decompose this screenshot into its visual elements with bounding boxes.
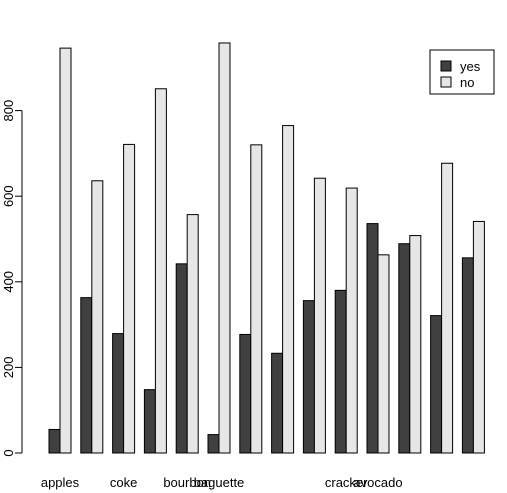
bar-no-7 [282, 125, 295, 454]
legend-swatch-no [440, 76, 452, 88]
bar-no-3 [154, 88, 167, 454]
bars-group [48, 42, 485, 454]
y-tick-label: 800 [1, 100, 16, 122]
bar-yes-11 [398, 243, 411, 454]
bar-yes-7 [271, 352, 284, 454]
bar-no-12 [441, 162, 454, 454]
y-axis: 0 200 400 600 800 [1, 100, 23, 457]
bar-yes-0 [48, 428, 61, 454]
y-tick-label: 600 [1, 185, 16, 207]
y-tick-label: 400 [1, 271, 16, 293]
y-tick-label: 0 [1, 449, 16, 456]
category-label: coke [110, 475, 137, 490]
bar-no-13 [472, 220, 485, 454]
bar-yes-13 [461, 257, 474, 454]
bar-no-2 [123, 143, 136, 454]
bar-yes-5 [207, 434, 220, 454]
category-label: bourbon [163, 475, 211, 490]
category-label: avocado [353, 475, 402, 490]
legend-label-yes: yes [460, 59, 481, 74]
bar-yes-2 [112, 333, 125, 454]
bar-no-8 [313, 177, 326, 454]
bar-yes-10 [366, 223, 379, 454]
bar-yes-1 [80, 297, 93, 454]
bar-no-1 [91, 180, 104, 454]
category-label: cracker [325, 475, 368, 490]
category-label: baguette [194, 475, 245, 490]
y-tick-label: 200 [1, 357, 16, 379]
legend: yes no [429, 49, 495, 95]
bar-no-4 [186, 214, 199, 454]
bar-yes-8 [302, 300, 315, 454]
bar-no-6 [250, 144, 263, 454]
bar-yes-3 [143, 389, 156, 454]
bar-yes-4 [175, 263, 188, 454]
bar-no-9 [345, 187, 358, 454]
bar-no-11 [409, 235, 422, 454]
bar-yes-9 [334, 289, 347, 454]
legend-label-no: no [460, 75, 474, 90]
bar-yes-12 [430, 315, 443, 454]
bar-yes-6 [239, 333, 252, 454]
bar-no-10 [377, 254, 390, 454]
category-label: apples [41, 475, 80, 490]
bar-no-5 [218, 42, 231, 454]
legend-swatch-yes [440, 60, 452, 72]
bar-no-0 [59, 47, 72, 454]
